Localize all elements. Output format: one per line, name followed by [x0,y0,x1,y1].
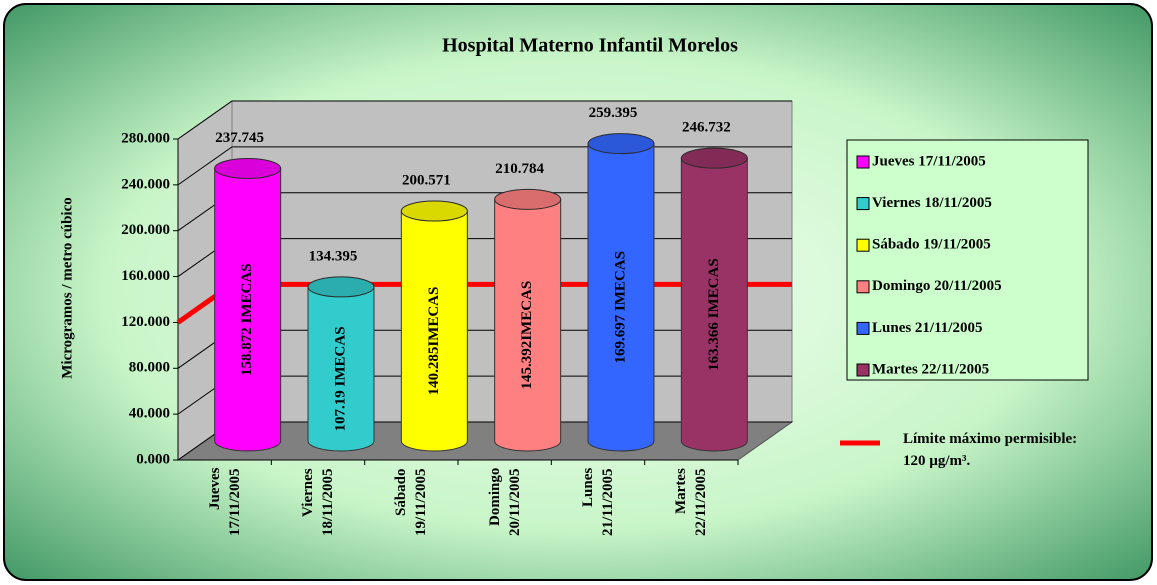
x-tick-label: Lunes 21/11/2005 [580,468,616,536]
legend-label: Domingo 20/11/2005 [872,278,1002,294]
bar-top [680,147,748,169]
x-tick-label: Domingo 20/11/2005 [486,468,523,536]
bar [214,167,282,452]
legend-swatch [856,280,870,294]
bar-top [307,276,375,298]
y-tick-label: 280.000 [121,130,170,146]
legend-label: Martes 22/11/2005 [872,361,989,377]
value-label: 246.732 [682,120,731,136]
value-label: 237.745 [215,130,264,146]
inner-label: 169.697 IMECAS [612,251,628,364]
bar-top [400,200,468,222]
inner-label: 158.872 IMECAS [239,263,255,376]
inner-label: 107.19 IMECAS [332,326,348,431]
bar-top [494,188,562,210]
legend-label: Lunes 21/11/2005 [872,320,982,336]
legend-label: Viernes 18/11/2005 [872,195,992,211]
value-label: 134.395 [309,248,358,264]
legend-swatch [856,238,870,252]
bar [400,210,468,452]
value-label: 200.571 [402,172,451,188]
bar [494,198,562,452]
value-label: 259.395 [589,105,638,121]
y-tick-label: 120.000 [121,314,170,330]
x-tick-label: Sábado 19/11/2005 [393,468,430,536]
legend-limit-label: Límite máximo permisible: 120 µg/m³. [903,431,1078,469]
bar [680,157,748,452]
y-axis-label: Microgramos / metro cúbico [59,197,75,378]
y-tick-label: 0.000 [136,451,170,467]
legend-box [846,139,1089,381]
inner-label: 140.285IMECAS [426,287,442,396]
y-tick-label: 80.000 [129,360,170,376]
y-tick-label: 40.000 [129,406,170,422]
y-tick-label: 160.000 [121,268,170,284]
legend-swatch [856,155,870,169]
bar-top [587,133,655,155]
bar-top [214,157,282,179]
grid-line [177,100,792,140]
legend-swatch [856,363,870,377]
y-tick-label: 200.000 [121,222,170,238]
legend-label: Sábado 19/11/2005 [872,237,991,253]
bar [587,143,655,452]
legend-label: Jueves 17/11/2005 [872,153,986,169]
legend-swatch [856,321,870,335]
x-tick-label: Martes 22/11/2005 [673,468,710,536]
chart-title: Hospital Materno Infantil Morelos [442,35,738,57]
y-tick-label: 240.000 [121,176,170,192]
value-label: 210.784 [495,161,544,177]
x-tick-label: Viernes 18/11/2005 [300,468,336,536]
inner-label: 145.392IMECAS [519,281,535,390]
x-tick-label: Jueves 17/11/2005 [206,468,243,536]
inner-label: 163.366 IMECAS [706,258,722,371]
bar [307,286,375,452]
legend-swatch [856,197,870,211]
